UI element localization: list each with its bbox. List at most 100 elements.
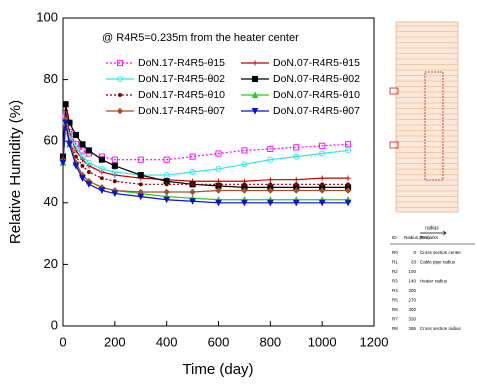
marker (267, 199, 274, 207)
marker (62, 119, 69, 127)
y-tick-label: 40 (44, 194, 58, 209)
series-line (62, 125, 349, 185)
marker (216, 182, 221, 187)
marker (72, 162, 80, 170)
x-axis-label: Time (day) (182, 361, 253, 378)
marker (241, 199, 248, 207)
marker (111, 162, 118, 169)
marker (137, 156, 144, 163)
legend-label: DoN.07-R4R5-θ02 (273, 73, 360, 85)
table-header: Remarks (420, 235, 439, 240)
legend-marker (116, 59, 124, 67)
legend-label: DoN.07-R4R5-θ15 (273, 57, 360, 69)
x-tick-label: 400 (156, 334, 178, 349)
marker (215, 165, 222, 172)
table-cell: Heater radius (420, 279, 448, 284)
y-tick-label: 20 (44, 256, 58, 271)
legend-marker (251, 91, 259, 99)
marker (79, 175, 86, 182)
marker (72, 131, 80, 139)
marker (111, 156, 118, 163)
marker (189, 198, 196, 205)
y-tick-label: 0 (51, 317, 58, 332)
table-cell: 140 (408, 279, 416, 284)
cylinder-rings (396, 25, 458, 208)
marker (66, 141, 73, 148)
marker (293, 144, 300, 151)
marker (293, 153, 300, 160)
annotation: @ R4R5=0.235m from the heater center (102, 32, 299, 44)
marker (215, 187, 222, 194)
marker (346, 182, 351, 187)
legend-marker (251, 75, 259, 83)
marker (320, 182, 325, 187)
sensor-box (389, 141, 399, 149)
marker (79, 147, 86, 154)
table-cell: R3 (392, 279, 398, 284)
marker (293, 187, 300, 194)
table-header: ID (392, 235, 397, 240)
table-cell: 300 (408, 307, 416, 312)
table-cell: 33 (411, 260, 417, 265)
table-cell: 330 (408, 317, 416, 322)
inset-diagram (389, 21, 459, 213)
x-tick-label: 800 (259, 334, 281, 349)
marker (189, 153, 196, 160)
marker (163, 156, 170, 163)
inset-table: radius ID Radius (mm)Remarks R0 0 Cross secti… (390, 225, 475, 331)
marker (345, 147, 352, 154)
legend-label: DoN.07-R4R5-θ10 (273, 89, 360, 101)
marker (85, 147, 92, 154)
y-tick-label: 100 (36, 9, 58, 24)
marker (267, 187, 274, 194)
table-cell: 200 (408, 288, 416, 293)
legend-label: DoN.17-R4R5-θ10 (138, 89, 225, 101)
marker (99, 169, 105, 175)
legend-marker (251, 107, 259, 115)
x-tick-label: 200 (104, 334, 126, 349)
table-cell: Cross section radius (420, 326, 462, 331)
marker (79, 153, 86, 160)
marker (267, 145, 274, 152)
cylinder (395, 21, 459, 213)
marker (319, 150, 326, 157)
legend-label: DoN.07-R4R5-θ07 (273, 105, 360, 117)
marker (72, 144, 80, 151)
marker (267, 156, 274, 163)
marker (292, 199, 300, 207)
marker (59, 159, 67, 167)
marker (85, 159, 92, 166)
y-axis-label: Relative Humidity (%) (7, 100, 24, 244)
marker (80, 163, 85, 168)
table-cell: 395 (408, 326, 416, 331)
marker (86, 170, 91, 174)
table-cell: R2 (392, 269, 398, 274)
marker (79, 157, 86, 163)
marker (318, 199, 326, 207)
marker (111, 190, 119, 198)
table-cell: Cross section center (420, 250, 462, 255)
legend-marker (116, 107, 124, 115)
marker (189, 168, 196, 176)
legend-marker (252, 60, 258, 66)
marker (268, 182, 273, 187)
legend-box (98, 56, 370, 120)
marker (163, 172, 170, 179)
marker (215, 199, 222, 207)
table-cell: R4 (392, 288, 398, 293)
marker (344, 199, 352, 207)
marker (62, 101, 69, 108)
table-header: Radius (mm) (404, 235, 430, 240)
marker (241, 161, 248, 168)
marker (319, 175, 325, 181)
marker (99, 176, 104, 181)
marker (267, 177, 273, 183)
table-cell: Cable pipe radius (420, 260, 456, 265)
y-tick-label: 80 (44, 71, 58, 86)
marker (164, 182, 169, 187)
x-tick-label: 1200 (360, 334, 389, 349)
table-cell: R0 (392, 250, 398, 255)
marker (345, 175, 351, 181)
marker (85, 181, 93, 188)
legend-label: DoN.17-R4R5-θ02 (138, 73, 225, 85)
